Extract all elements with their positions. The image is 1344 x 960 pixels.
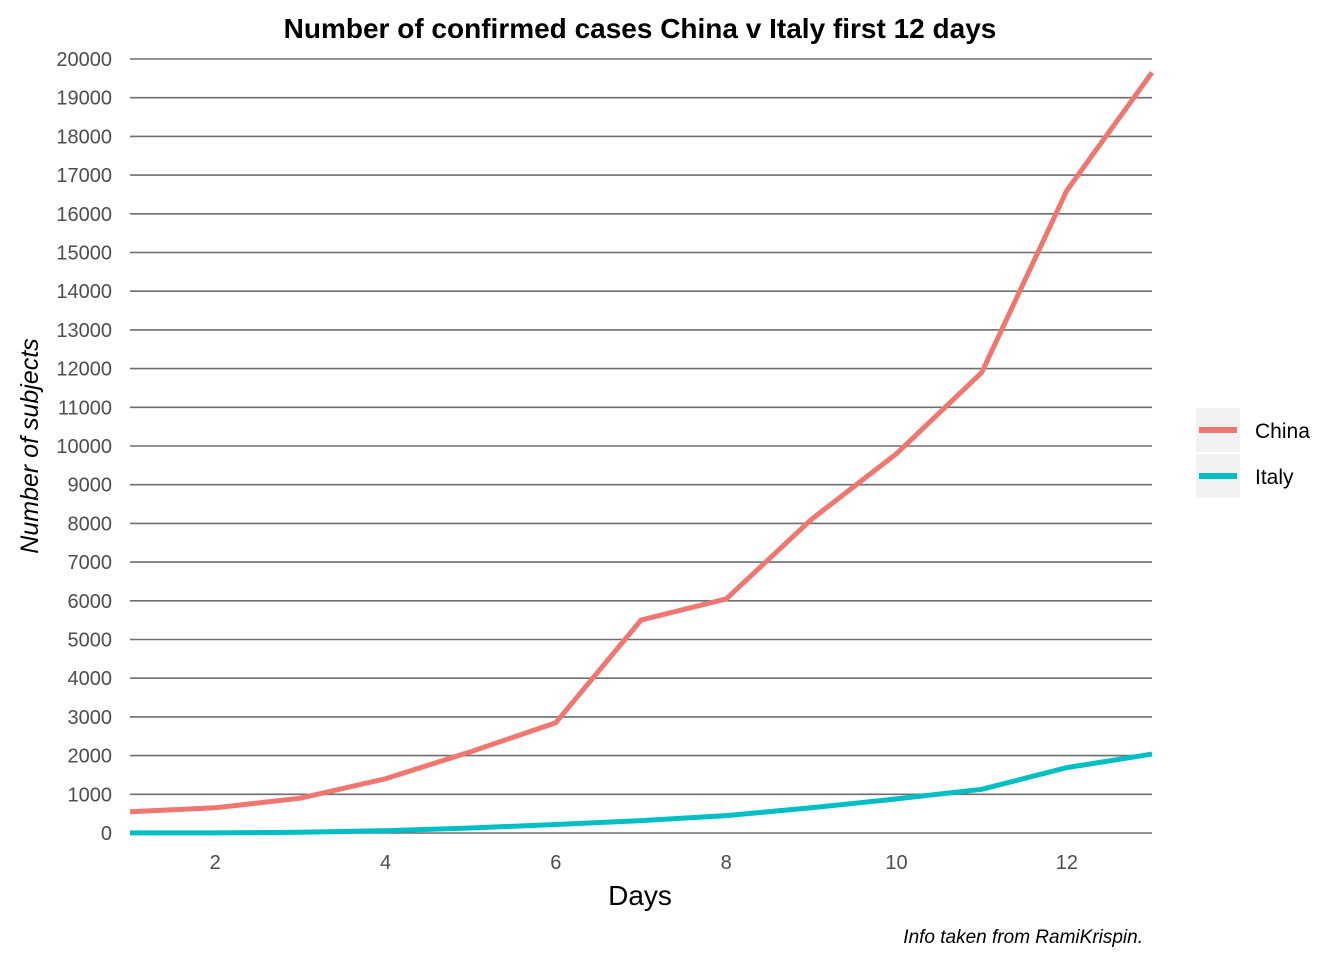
x-tick-label: 4 xyxy=(380,852,391,874)
x-axis-ticks: 2 4 6 8 10 12 xyxy=(210,852,1078,874)
y-tick-label: 11000 xyxy=(58,397,112,419)
y-tick-label: 16000 xyxy=(56,204,112,226)
legend-label: Italy xyxy=(1255,466,1294,489)
chart-title: Number of confirmed cases China v Italy … xyxy=(284,13,997,44)
y-tick-label: 5000 xyxy=(68,630,113,652)
y-tick-label: 8000 xyxy=(68,513,113,535)
series-line-china xyxy=(129,71,1155,815)
y-tick-label: 17000 xyxy=(56,165,112,187)
x-tick-label: 6 xyxy=(550,852,561,874)
y-tick-label: 7000 xyxy=(68,552,113,574)
y-tick-label: 2000 xyxy=(68,746,113,768)
series-line-italy xyxy=(130,751,1153,836)
y-tick-label: 0 xyxy=(101,823,112,845)
y-tick-label: 9000 xyxy=(68,475,113,497)
y-axis-ticks: 0 1000 2000 3000 4000 5000 6000 7000 8000 9000 100… xyxy=(56,49,112,845)
x-tick-label: 8 xyxy=(721,852,732,874)
y-tick-label: 4000 xyxy=(68,668,113,690)
x-tick-label: 12 xyxy=(1056,852,1078,874)
y-tick-label: 10000 xyxy=(56,436,112,458)
x-axis-label: Days xyxy=(608,880,672,911)
x-tick-label: 2 xyxy=(210,852,221,874)
caption: Info taken from RamiKrispin. xyxy=(903,927,1143,948)
y-tick-label: 3000 xyxy=(68,707,113,729)
y-tick-label: 14000 xyxy=(56,281,112,303)
y-tick-label: 12000 xyxy=(56,359,112,381)
series-lines xyxy=(129,71,1155,836)
y-tick-label: 13000 xyxy=(56,320,112,342)
y-axis-label: Number of subjects xyxy=(16,338,44,553)
y-tick-label: 15000 xyxy=(56,243,112,265)
y-tick-label: 6000 xyxy=(68,591,113,613)
legend: China Italy xyxy=(1196,408,1310,498)
y-tick-label: 19000 xyxy=(56,88,112,110)
y-tick-label: 18000 xyxy=(56,126,112,148)
x-tick-label: 10 xyxy=(885,852,907,874)
legend-label: China xyxy=(1255,420,1310,443)
gridlines xyxy=(130,58,1152,834)
y-tick-label: 1000 xyxy=(68,784,113,806)
y-tick-label: 20000 xyxy=(56,49,112,71)
